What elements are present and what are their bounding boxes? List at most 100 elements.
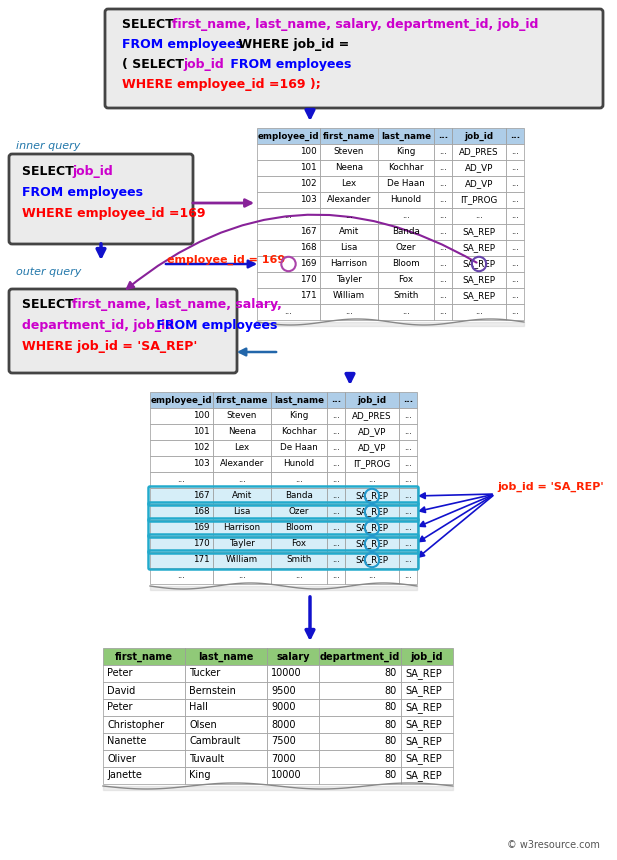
Text: IT_PROG: IT_PROG bbox=[460, 195, 498, 205]
FancyBboxPatch shape bbox=[213, 552, 271, 568]
Text: 7500: 7500 bbox=[271, 736, 296, 746]
FancyBboxPatch shape bbox=[271, 392, 327, 408]
Text: WHERE job_id = 'SA_REP': WHERE job_id = 'SA_REP' bbox=[22, 340, 197, 353]
Text: Smith: Smith bbox=[286, 556, 312, 564]
Text: Cambrault: Cambrault bbox=[189, 736, 241, 746]
FancyBboxPatch shape bbox=[378, 256, 434, 272]
Text: ...: ... bbox=[511, 260, 519, 268]
Text: ...: ... bbox=[331, 396, 341, 404]
Text: 103: 103 bbox=[193, 459, 210, 469]
Text: inner query: inner query bbox=[16, 141, 80, 151]
FancyBboxPatch shape bbox=[319, 699, 401, 716]
Text: ...: ... bbox=[404, 572, 412, 580]
FancyBboxPatch shape bbox=[401, 767, 453, 784]
Text: ...: ... bbox=[402, 308, 410, 316]
Text: Amit: Amit bbox=[339, 228, 359, 236]
FancyBboxPatch shape bbox=[271, 536, 327, 552]
Text: 170: 170 bbox=[300, 275, 317, 285]
Text: employee_id: employee_id bbox=[151, 396, 212, 404]
Text: ...: ... bbox=[439, 308, 447, 316]
Text: Lisa: Lisa bbox=[341, 243, 358, 253]
FancyBboxPatch shape bbox=[434, 144, 452, 160]
FancyBboxPatch shape bbox=[213, 408, 271, 424]
FancyBboxPatch shape bbox=[257, 192, 320, 208]
Text: last_name: last_name bbox=[198, 651, 254, 661]
FancyBboxPatch shape bbox=[401, 733, 453, 750]
FancyBboxPatch shape bbox=[150, 520, 213, 536]
Text: SA_REP: SA_REP bbox=[405, 753, 442, 764]
FancyBboxPatch shape bbox=[506, 304, 524, 320]
FancyBboxPatch shape bbox=[452, 160, 506, 176]
Text: ( SELECT: ( SELECT bbox=[122, 58, 188, 71]
FancyBboxPatch shape bbox=[267, 699, 319, 716]
FancyBboxPatch shape bbox=[213, 392, 271, 408]
Text: 167: 167 bbox=[300, 228, 317, 236]
Text: 8000: 8000 bbox=[271, 720, 296, 729]
FancyBboxPatch shape bbox=[452, 144, 506, 160]
FancyBboxPatch shape bbox=[150, 392, 213, 408]
Text: Peter: Peter bbox=[107, 703, 133, 712]
FancyBboxPatch shape bbox=[434, 224, 452, 240]
FancyBboxPatch shape bbox=[185, 733, 267, 750]
FancyBboxPatch shape bbox=[378, 176, 434, 192]
FancyBboxPatch shape bbox=[103, 767, 185, 784]
FancyBboxPatch shape bbox=[320, 272, 378, 288]
FancyBboxPatch shape bbox=[150, 472, 213, 488]
FancyBboxPatch shape bbox=[399, 440, 417, 456]
FancyBboxPatch shape bbox=[150, 488, 213, 504]
FancyBboxPatch shape bbox=[257, 176, 320, 192]
Text: ...: ... bbox=[511, 292, 519, 300]
Text: first_name: first_name bbox=[115, 651, 173, 661]
FancyBboxPatch shape bbox=[320, 256, 378, 272]
Text: AD_VP: AD_VP bbox=[358, 427, 386, 437]
FancyBboxPatch shape bbox=[150, 552, 213, 568]
FancyBboxPatch shape bbox=[271, 488, 327, 504]
Text: ...: ... bbox=[439, 180, 447, 188]
Text: Kochhar: Kochhar bbox=[281, 427, 317, 437]
Text: 10000: 10000 bbox=[271, 668, 302, 679]
Text: Tucker: Tucker bbox=[189, 668, 220, 679]
Text: 80: 80 bbox=[385, 685, 397, 696]
Text: last_name: last_name bbox=[381, 132, 431, 140]
FancyBboxPatch shape bbox=[399, 536, 417, 552]
FancyBboxPatch shape bbox=[327, 440, 345, 456]
FancyBboxPatch shape bbox=[345, 488, 399, 504]
Text: ...: ... bbox=[332, 572, 340, 580]
FancyBboxPatch shape bbox=[399, 456, 417, 472]
FancyBboxPatch shape bbox=[452, 240, 506, 256]
FancyBboxPatch shape bbox=[506, 160, 524, 176]
FancyBboxPatch shape bbox=[271, 472, 327, 488]
FancyBboxPatch shape bbox=[257, 240, 320, 256]
Text: ...: ... bbox=[439, 260, 447, 268]
Text: Bernstein: Bernstein bbox=[189, 685, 236, 696]
FancyBboxPatch shape bbox=[103, 682, 185, 699]
FancyBboxPatch shape bbox=[320, 160, 378, 176]
Text: ...: ... bbox=[332, 411, 340, 421]
Text: Olsen: Olsen bbox=[189, 720, 217, 729]
FancyBboxPatch shape bbox=[257, 304, 320, 320]
Text: ...: ... bbox=[404, 444, 412, 452]
FancyBboxPatch shape bbox=[345, 536, 399, 552]
Text: Janette: Janette bbox=[107, 771, 142, 781]
FancyBboxPatch shape bbox=[319, 648, 401, 665]
FancyBboxPatch shape bbox=[401, 750, 453, 767]
Text: David: David bbox=[107, 685, 135, 696]
Text: Harrison: Harrison bbox=[331, 260, 368, 268]
Text: job_id: job_id bbox=[72, 165, 113, 178]
FancyBboxPatch shape bbox=[150, 440, 213, 456]
Text: 102: 102 bbox=[193, 444, 210, 452]
FancyBboxPatch shape bbox=[399, 392, 417, 408]
Text: 103: 103 bbox=[300, 195, 317, 205]
Text: Oliver: Oliver bbox=[107, 753, 136, 764]
Text: Tayler: Tayler bbox=[229, 539, 255, 549]
FancyBboxPatch shape bbox=[345, 424, 399, 440]
FancyBboxPatch shape bbox=[185, 665, 267, 682]
Text: Lex: Lex bbox=[341, 180, 357, 188]
Text: Tuvault: Tuvault bbox=[189, 753, 224, 764]
FancyBboxPatch shape bbox=[378, 192, 434, 208]
FancyBboxPatch shape bbox=[345, 472, 399, 488]
FancyBboxPatch shape bbox=[378, 240, 434, 256]
Text: SELECT: SELECT bbox=[22, 165, 78, 178]
Text: job_id: job_id bbox=[357, 396, 387, 404]
FancyBboxPatch shape bbox=[399, 472, 417, 488]
